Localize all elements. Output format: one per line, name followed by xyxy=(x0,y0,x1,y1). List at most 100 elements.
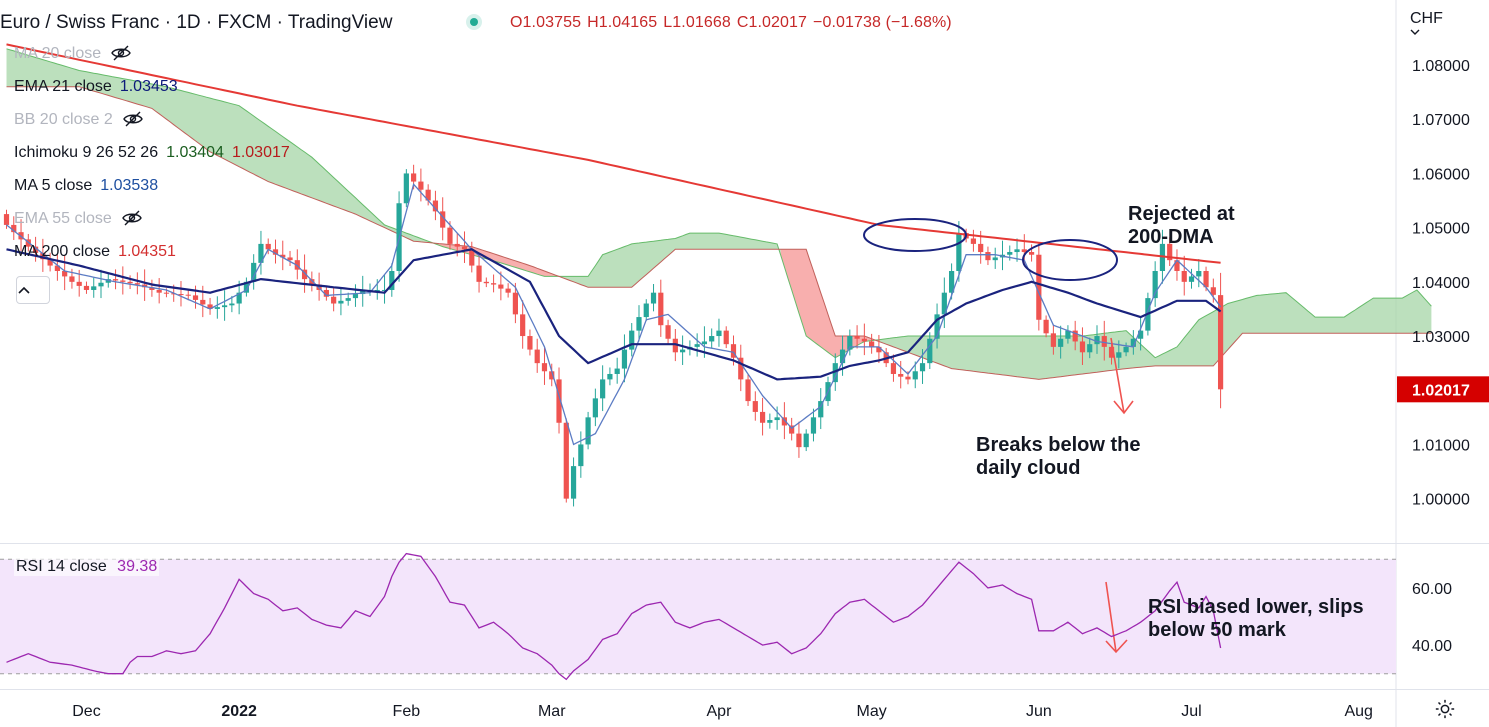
chevron-up-icon xyxy=(18,286,30,294)
candle-down xyxy=(905,376,911,380)
candle-down xyxy=(178,294,184,296)
candle-down xyxy=(163,292,170,294)
annotation-rejected: Rejected at 200-DMA xyxy=(1128,203,1235,248)
candle-down xyxy=(11,224,17,233)
candle-down xyxy=(745,379,751,402)
legend-row[interactable]: MA 200 close 1.04351 xyxy=(14,243,176,261)
candle-up xyxy=(381,289,388,291)
candle-down xyxy=(1217,295,1224,390)
candle-up xyxy=(1065,330,1071,339)
candle-down xyxy=(69,276,75,282)
time-tick-label: May xyxy=(857,703,887,720)
candle-down xyxy=(1101,336,1107,347)
down-arrow-price xyxy=(1110,337,1134,415)
candle-down xyxy=(47,259,53,266)
candle-down xyxy=(1079,341,1086,353)
candle-up xyxy=(912,371,918,380)
collapse-legend-button[interactable] xyxy=(16,276,50,304)
candle-down xyxy=(1021,249,1027,253)
chevron-down-icon xyxy=(1410,29,1420,35)
candle-down xyxy=(62,271,68,277)
legend-label: MA 5 close xyxy=(14,177,93,194)
time-tick-label: Aug xyxy=(1344,703,1372,720)
candle-down xyxy=(3,214,10,225)
candle-down xyxy=(730,344,737,358)
candle-up xyxy=(352,294,359,299)
rsi-line xyxy=(6,552,1222,681)
candle-down xyxy=(185,294,191,296)
candle-down xyxy=(323,289,329,297)
candle-down xyxy=(781,417,787,426)
legend-value: 1.03453 xyxy=(119,78,178,95)
candle-up xyxy=(1014,249,1020,253)
candle-down xyxy=(272,249,279,255)
price-tick-label: 1.06000 xyxy=(1412,166,1470,183)
gear-icon[interactable] xyxy=(1434,698,1456,720)
candle-down xyxy=(432,200,439,212)
candle-up xyxy=(243,281,250,293)
candle-down xyxy=(134,283,140,285)
candle-up xyxy=(1007,252,1013,255)
candle-down xyxy=(425,189,431,201)
eye-crossed-icon[interactable] xyxy=(111,45,131,61)
candle-up xyxy=(1159,243,1166,271)
candle-up xyxy=(592,398,598,418)
candle-up xyxy=(650,292,657,304)
candle-down xyxy=(861,338,867,342)
rsi-tick-label: 40.00 xyxy=(1412,638,1452,655)
candle-down xyxy=(490,283,497,285)
candle-down xyxy=(171,293,177,295)
candle-up xyxy=(803,433,809,448)
currency-selector[interactable]: CHF xyxy=(1410,10,1443,36)
candle-down xyxy=(32,246,39,253)
legend-row[interactable]: MA 5 close 1.03538 xyxy=(14,177,158,195)
candle-up xyxy=(345,298,351,301)
candle-up xyxy=(629,330,635,350)
legend-label: BB 20 close 2 xyxy=(14,111,113,128)
price-tick-label: 1.08000 xyxy=(1412,58,1470,75)
candle-down xyxy=(898,373,904,377)
rsi-label: RSI 14 close xyxy=(16,558,107,575)
candle-down xyxy=(556,379,562,423)
legend-row[interactable]: MA 20 close xyxy=(14,45,131,63)
ma5-line xyxy=(6,182,1222,446)
legend-label: Ichimoku 9 26 52 26 xyxy=(14,144,159,161)
candle-down xyxy=(54,265,60,271)
candle-down xyxy=(280,254,286,258)
candle-up xyxy=(614,368,620,374)
candle-up xyxy=(98,282,104,287)
candle-up xyxy=(716,330,722,337)
candle-down xyxy=(476,265,482,282)
candles xyxy=(3,164,1224,507)
candle-up xyxy=(1130,338,1136,347)
cloud-bull-segment xyxy=(875,290,1432,380)
candle-down xyxy=(200,299,206,305)
candle-down xyxy=(970,238,977,244)
candle-up xyxy=(810,417,817,434)
annotation-breaks: Breaks below the daily cloud xyxy=(976,434,1141,479)
legend-row[interactable]: EMA 55 close xyxy=(14,210,142,228)
candle-up xyxy=(403,173,409,204)
eye-crossed-icon[interactable] xyxy=(122,210,142,226)
legend-value: 1.03538 xyxy=(100,177,159,194)
legend-row[interactable]: EMA 21 close 1.03453 xyxy=(14,78,178,96)
candle-up xyxy=(389,271,395,290)
candle-up xyxy=(839,349,846,364)
candle-up xyxy=(956,233,962,271)
legend-row[interactable]: Ichimoku 9 26 52 26 1.03404 1.03017 xyxy=(14,144,290,162)
legend-row[interactable]: BB 20 close 2 xyxy=(14,111,143,129)
current-price-label: 1.02017 xyxy=(1412,382,1470,399)
time-tick-label: Feb xyxy=(393,703,421,720)
candle-up xyxy=(1058,338,1064,347)
candle-down xyxy=(723,330,729,345)
candle-down xyxy=(985,252,991,261)
rsi-tick-label: 60.00 xyxy=(1412,581,1452,598)
candle-up xyxy=(360,289,366,295)
eye-crossed-icon[interactable] xyxy=(122,111,143,127)
candle-up xyxy=(1188,276,1195,282)
candle-up xyxy=(919,363,926,372)
rsi-legend: RSI 14 close 39.38 xyxy=(14,558,160,576)
candle-down xyxy=(83,285,90,290)
down-arrow-rsi xyxy=(1105,581,1128,654)
